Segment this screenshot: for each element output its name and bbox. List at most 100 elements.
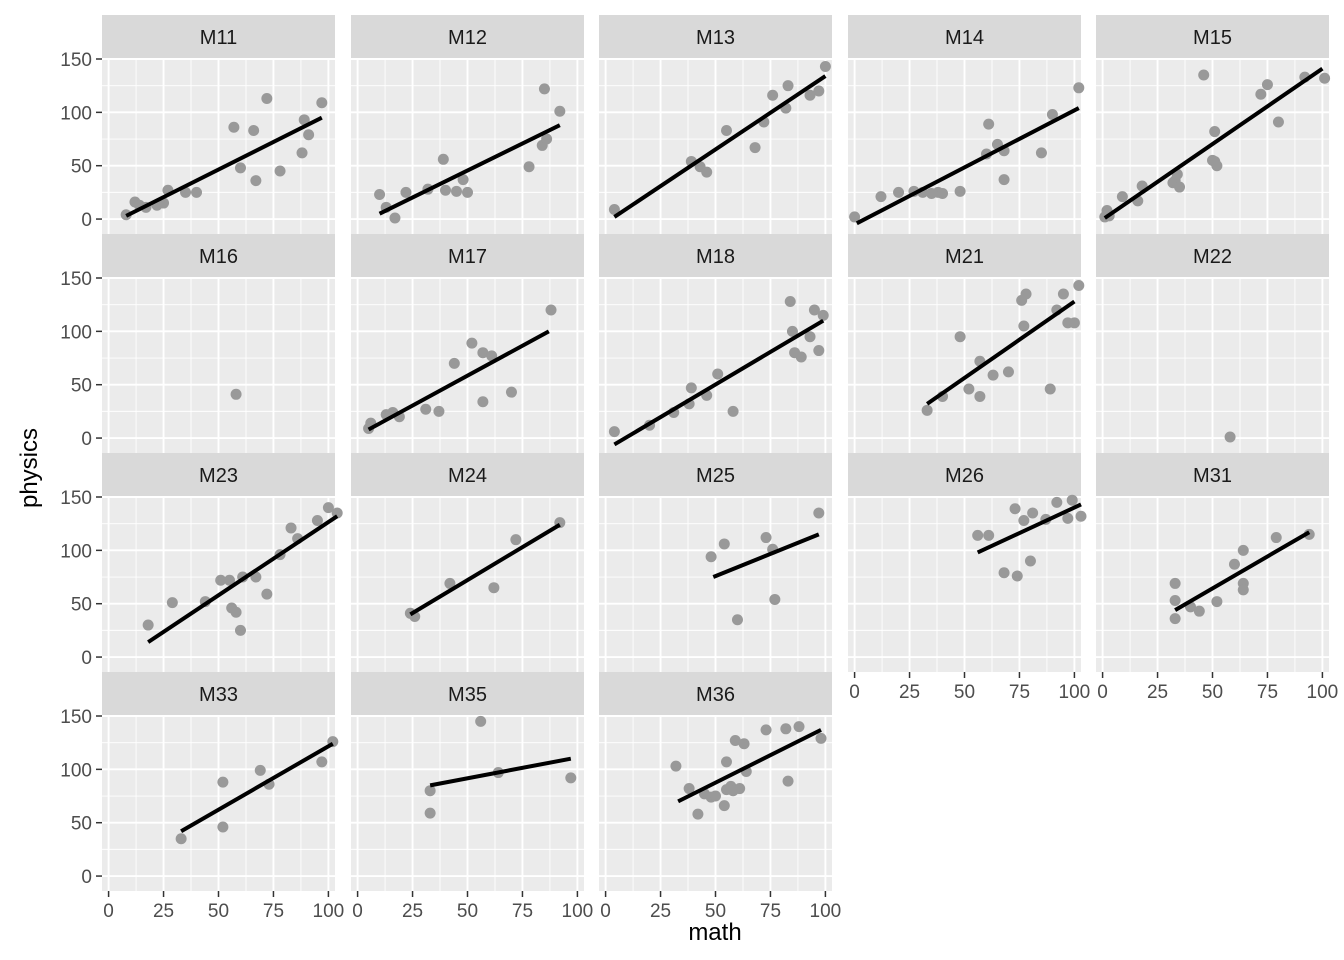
regression-line: [976, 502, 1082, 555]
x-tick-label: 25: [650, 901, 671, 922]
data-point: [554, 105, 566, 117]
strip-background: [351, 234, 584, 278]
data-point: [974, 390, 986, 402]
strip-label: M35: [448, 684, 487, 706]
data-point: [983, 118, 995, 130]
data-point: [400, 186, 412, 198]
regression-line: [367, 329, 550, 432]
data-point: [261, 588, 273, 600]
data-point: [1224, 431, 1236, 443]
x-tick-label: 50: [208, 901, 229, 922]
data-point: [175, 833, 187, 845]
x-tick-label: 100: [1307, 682, 1339, 703]
y-tick-label: 50: [71, 814, 92, 835]
data-point: [685, 382, 697, 394]
data-point: [433, 405, 445, 417]
regression-line: [712, 532, 820, 579]
data-point: [191, 186, 203, 198]
strip-label: M36: [696, 684, 735, 706]
data-point: [692, 808, 704, 820]
y-tick-label: 150: [60, 488, 92, 509]
strip-background: [102, 15, 335, 59]
strip-background: [102, 453, 335, 497]
data-point: [720, 756, 732, 768]
regression-line: [1103, 66, 1324, 220]
x-axis-title: math: [688, 919, 741, 946]
x-tick-label: 75: [1009, 682, 1030, 703]
data-point: [322, 502, 334, 514]
strip-background: [599, 234, 832, 278]
data-point: [1169, 613, 1181, 625]
strip-background: [848, 453, 1081, 497]
data-point: [1272, 116, 1284, 128]
data-point: [1261, 79, 1273, 91]
regression-line: [180, 742, 334, 833]
data-point: [1051, 496, 1063, 508]
x-tick-label: 100: [562, 901, 594, 922]
data-point: [1270, 532, 1282, 544]
data-point: [444, 577, 456, 589]
data-point: [998, 174, 1010, 186]
data-point: [782, 80, 794, 92]
strip-background: [102, 234, 335, 278]
data-point: [813, 345, 825, 357]
data-point: [921, 404, 933, 416]
facet-panel-M31: M31: [1096, 453, 1329, 672]
data-point: [893, 186, 905, 198]
data-point: [1018, 320, 1030, 332]
data-point: [228, 121, 240, 133]
facet-panel-M18: M18: [599, 234, 832, 453]
data-point: [793, 721, 805, 733]
data-point: [760, 724, 772, 736]
data-point: [316, 756, 328, 768]
data-point: [608, 426, 620, 438]
data-point: [1062, 512, 1074, 524]
data-point: [166, 597, 178, 609]
strip-label: M33: [199, 684, 238, 706]
data-point: [963, 383, 975, 395]
data-point: [954, 331, 966, 343]
data-point: [1018, 514, 1030, 526]
data-point: [819, 60, 831, 72]
facet-panel-M36: M36: [599, 672, 832, 891]
data-point: [1255, 88, 1267, 100]
data-point: [230, 388, 242, 400]
strip-label: M16: [199, 246, 238, 268]
data-point: [1066, 494, 1078, 506]
data-point: [760, 532, 772, 544]
facet-panel-M17: M17: [351, 234, 584, 453]
data-point: [545, 304, 557, 316]
x-tick-label: 100: [313, 901, 345, 922]
regression-line: [677, 728, 822, 804]
data-point: [972, 529, 984, 541]
facet-panel-M25: M25: [599, 453, 832, 672]
strip-label: M22: [1193, 246, 1232, 268]
data-point: [298, 114, 310, 126]
strip-background: [351, 672, 584, 716]
strip-label: M25: [696, 465, 735, 487]
x-tick-label: 0: [849, 682, 860, 703]
data-point: [424, 785, 436, 797]
data-point: [849, 211, 861, 223]
y-tick-label: 100: [60, 322, 92, 343]
data-point: [510, 534, 522, 546]
data-point: [782, 775, 794, 787]
data-point: [1020, 288, 1032, 300]
data-point: [311, 514, 323, 526]
facet-panel-M24: M24: [351, 453, 584, 672]
x-tick-label: 50: [705, 901, 726, 922]
data-point: [1198, 69, 1210, 81]
data-point: [786, 325, 798, 337]
data-point: [448, 357, 460, 369]
strip-background: [599, 672, 832, 716]
data-point: [727, 405, 739, 417]
data-point: [720, 124, 732, 136]
data-point: [486, 350, 498, 362]
data-point: [316, 97, 328, 109]
y-axis-title: physics: [16, 428, 43, 508]
data-point: [712, 368, 724, 380]
data-point: [466, 337, 478, 349]
data-point: [462, 186, 473, 198]
x-tick-label: 0: [103, 901, 114, 922]
data-point: [1035, 147, 1047, 159]
